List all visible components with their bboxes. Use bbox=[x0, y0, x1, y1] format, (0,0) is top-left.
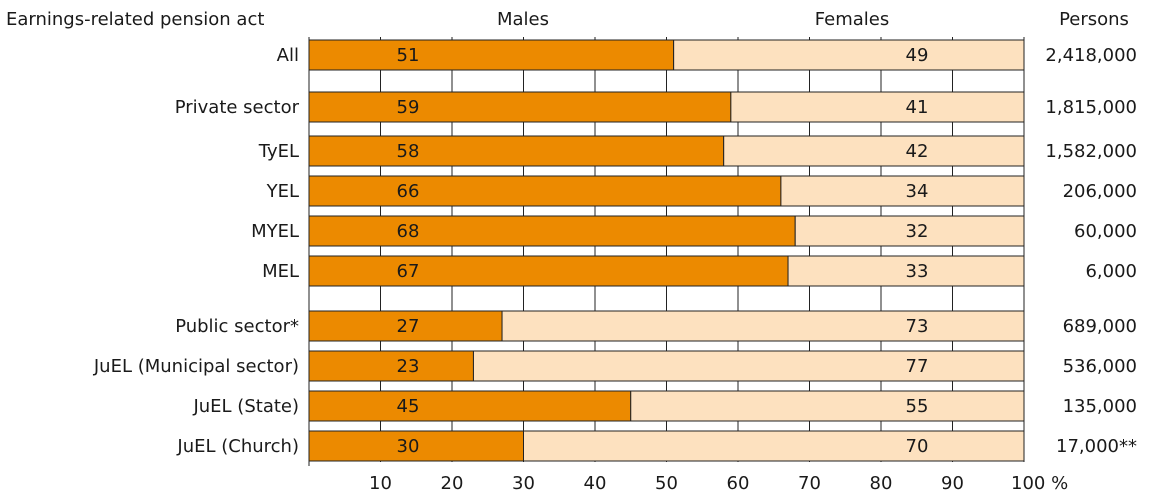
category-label: JuEL (Church) bbox=[176, 436, 299, 457]
persons-value: 1,815,000 bbox=[1045, 97, 1137, 118]
x-tick-label: 80 bbox=[870, 473, 893, 494]
bar-females bbox=[523, 430, 1025, 462]
data-label-males: 66 bbox=[397, 181, 420, 202]
data-label-males: 59 bbox=[397, 97, 420, 118]
persons-value: 6,000 bbox=[1085, 261, 1137, 282]
bar-males bbox=[308, 430, 524, 462]
data-label-females: 42 bbox=[906, 141, 929, 162]
data-label-males: 58 bbox=[397, 141, 420, 162]
persons-value: 536,000 bbox=[1063, 356, 1137, 377]
data-label-males: 68 bbox=[397, 221, 420, 242]
category-label: YEL bbox=[266, 181, 299, 202]
data-label-females: 33 bbox=[906, 261, 929, 282]
persons-value: 17,000** bbox=[1056, 436, 1137, 457]
category-label: JuEL (State) bbox=[192, 396, 299, 417]
header-row: Earnings-related pension act Males Femal… bbox=[6, 9, 1129, 30]
bar-males bbox=[308, 350, 474, 382]
x-tick-label: 70 bbox=[798, 473, 821, 494]
category-label: Private sector bbox=[175, 97, 300, 118]
bar-females bbox=[794, 215, 1025, 247]
males-header: Males bbox=[497, 9, 549, 30]
females-header: Females bbox=[815, 9, 889, 30]
x-tick-label: 50 bbox=[655, 473, 678, 494]
data-label-males: 51 bbox=[397, 45, 420, 66]
bar-males bbox=[308, 175, 782, 207]
bar-males bbox=[308, 91, 732, 123]
x-tick-label: 90 bbox=[941, 473, 964, 494]
data-label-females: 41 bbox=[906, 97, 929, 118]
category-label: All bbox=[277, 45, 299, 66]
category-label: MEL bbox=[262, 261, 299, 282]
x-tick-label: 20 bbox=[441, 473, 464, 494]
persons-value: 135,000 bbox=[1063, 396, 1137, 417]
bar-males bbox=[308, 135, 725, 167]
bar-females bbox=[501, 310, 1025, 342]
persons-header: Persons bbox=[1059, 9, 1129, 30]
category-label: JuEL (Municipal sector) bbox=[93, 356, 299, 377]
x-tick-label: 30 bbox=[512, 473, 535, 494]
persons-value: 689,000 bbox=[1063, 316, 1137, 337]
bar-males bbox=[308, 215, 796, 247]
category-label: MYEL bbox=[251, 221, 299, 242]
bar-males bbox=[308, 39, 675, 71]
data-label-females: 55 bbox=[906, 396, 929, 417]
data-label-males: 27 bbox=[397, 316, 420, 337]
data-label-males: 45 bbox=[397, 396, 420, 417]
bar-females bbox=[787, 255, 1025, 287]
bar-females bbox=[630, 390, 1025, 422]
bar-females bbox=[730, 91, 1025, 123]
persons-value: 206,000 bbox=[1063, 181, 1137, 202]
x-tick-label: 100 % bbox=[1011, 473, 1068, 494]
data-label-males: 67 bbox=[397, 261, 420, 282]
bar-females bbox=[780, 175, 1025, 207]
bar-males bbox=[308, 390, 632, 422]
data-label-males: 30 bbox=[397, 436, 420, 457]
bar-males bbox=[308, 255, 789, 287]
data-label-females: 32 bbox=[906, 221, 929, 242]
x-tick-label: 60 bbox=[727, 473, 750, 494]
category-header: Earnings-related pension act bbox=[6, 9, 264, 30]
data-label-females: 73 bbox=[906, 316, 929, 337]
data-label-females: 34 bbox=[906, 181, 929, 202]
category-label: TyEL bbox=[258, 141, 299, 162]
bar-females bbox=[673, 39, 1025, 71]
data-label-males: 23 bbox=[397, 356, 420, 377]
x-tick-label: 40 bbox=[584, 473, 607, 494]
category-label: Public sector* bbox=[175, 316, 299, 337]
data-label-females: 77 bbox=[906, 356, 929, 377]
bar-females bbox=[472, 350, 1025, 382]
x-tick-label: 10 bbox=[369, 473, 392, 494]
data-label-females: 70 bbox=[906, 436, 929, 457]
bar-females bbox=[723, 135, 1025, 167]
persons-value: 2,418,000 bbox=[1045, 45, 1137, 66]
persons-value: 1,582,000 bbox=[1045, 141, 1137, 162]
plot-area: All 51 49 2,418,000 Private sector 59 41 1,815,… bbox=[93, 37, 1137, 494]
persons-value: 60,000 bbox=[1074, 221, 1137, 242]
data-label-females: 49 bbox=[906, 45, 929, 66]
